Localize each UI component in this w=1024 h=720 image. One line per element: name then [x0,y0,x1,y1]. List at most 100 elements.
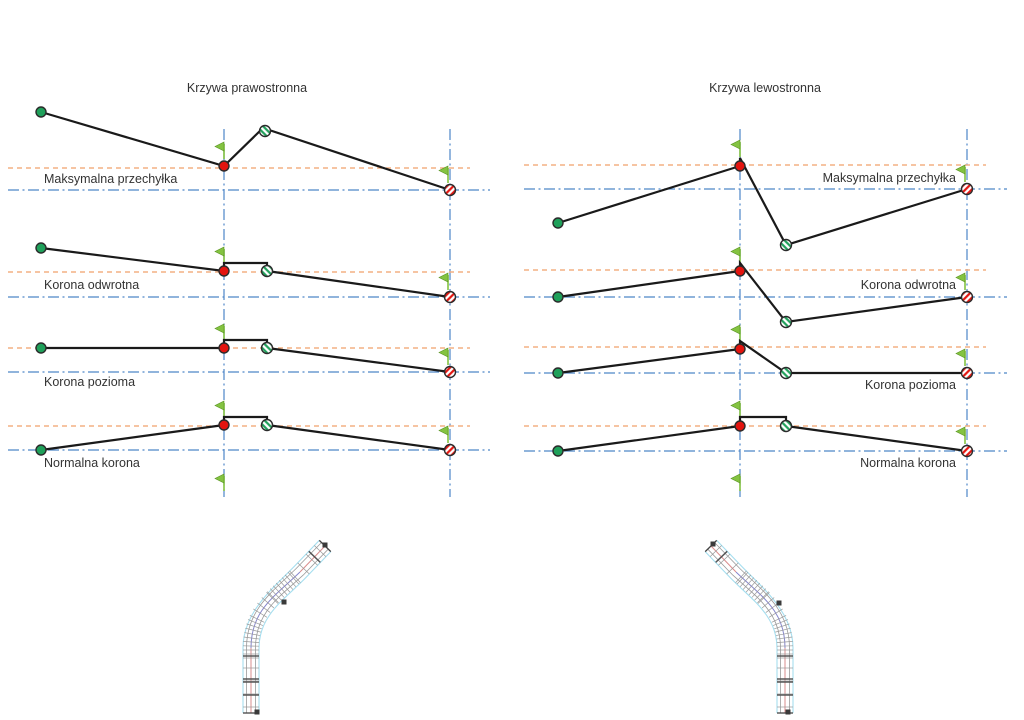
cant-profile-line [40,246,451,299]
cant-row-label: Korona pozioma [44,375,135,389]
plan-centerline-tangent [710,545,737,573]
hatch-red-point-marker [960,182,974,196]
red-point-marker [734,160,746,172]
green-flag-marker [955,426,966,444]
plan-centerline-curve [250,571,301,649]
hatch-red-point-marker [960,366,974,380]
green-flag-marker [214,246,225,264]
cant-profile-line [557,259,968,324]
plan-view-right-curve [242,539,332,714]
cant-row-label: Korona odwrotna [44,278,139,292]
red-point-marker [218,265,230,277]
left-curve-cant-panel: Maksymalna przechyłka Korona odwrotna Koro… [524,129,1007,497]
green-flag-marker [730,324,741,342]
plan-band-edge [242,540,320,713]
plan-station-marker [710,541,716,547]
green-point-marker [552,367,564,379]
hatch-green-point-marker [260,341,274,355]
green-flag-marker [955,164,966,182]
plan-rail-line [714,542,790,713]
green-flag-marker [214,323,225,341]
plan-band-edge [258,551,332,713]
cant-profile-line [41,338,451,374]
green-flag-marker [214,141,225,159]
flag-icon [955,164,966,175]
flag-icon [955,348,966,359]
green-flag-marker [214,400,225,418]
red-point-marker [734,420,746,432]
plan-rail-line [246,542,322,713]
flag-icon [730,139,741,150]
hatch-green-point-marker [779,366,793,380]
plan-station-marker [322,542,328,548]
flag-icon [438,347,449,358]
cant-profile-line [557,415,968,453]
right-curve-cant-panel: Maksymalna przechyłka Korona odwrotna Koro… [8,106,490,497]
flag-icon [730,473,741,484]
left-hand-curve-title: Krzywa lewostronna [709,81,821,95]
green-flag-marker [214,473,225,491]
plan-station-marker [776,600,782,606]
plan-rail-line [255,548,329,713]
plan-section-ticks [243,545,327,708]
cant-profile-line [40,415,451,452]
hatch-red-point-marker [443,443,457,457]
plan-station-markers [254,541,791,715]
flag-icon [438,165,449,176]
plan-section-ticks [709,545,793,708]
cant-profile-line [557,338,967,375]
plan-view-left-curve [704,539,794,714]
plan-rail-line [707,548,781,713]
flag-icon [955,272,966,283]
green-point-marker [552,217,564,229]
green-flag-marker [438,165,449,183]
green-point-marker [552,445,564,457]
cant-row-label: Normalna korona [44,456,140,470]
plan-centerline-curve [735,571,786,649]
flag-icon [214,246,225,257]
hatch-red-point-marker [960,290,974,304]
cant-row-label: Korona odwrotna [861,278,956,292]
cant-profile-line [40,110,451,192]
green-flag-marker [730,246,741,264]
green-flag-marker [438,347,449,365]
flag-icon [214,141,225,152]
green-point-marker [35,242,47,254]
red-point-marker [734,343,746,355]
green-point-marker [35,342,47,354]
cant-row-label: Maksymalna przechyłka [44,172,177,186]
green-point-marker [35,444,47,456]
flag-icon [955,426,966,437]
plan-band-edge [716,540,794,713]
green-point-marker [552,291,564,303]
cant-row-label: Korona pozioma [865,378,956,392]
green-flag-marker [955,348,966,366]
plan-station-marker [281,599,287,605]
plan-station-marker [785,709,791,715]
hatch-red-point-marker [443,290,457,304]
flag-icon [214,400,225,411]
flag-icon [438,272,449,283]
red-point-marker [218,419,230,431]
plan-band-edge [704,551,778,713]
green-flag-marker [730,139,741,157]
green-flag-marker [438,272,449,290]
hatch-red-point-marker [960,444,974,458]
green-point-marker [35,106,47,118]
hatch-green-point-marker [779,238,793,252]
flag-icon [730,324,741,335]
hatch-green-point-marker [258,124,272,138]
green-flag-marker [438,425,449,443]
hatch-green-point-marker [260,264,274,278]
cant-row-label: Normalna korona [860,456,956,470]
cant-row-label: Maksymalna przechyłka [823,171,956,185]
hatch-green-point-marker [779,419,793,433]
flag-icon [214,323,225,334]
flag-icon [438,425,449,436]
red-point-marker [218,342,230,354]
green-flag-marker [730,473,741,491]
red-point-marker [218,160,230,172]
plan-station-marker [254,709,260,715]
hatch-red-point-marker [443,365,457,379]
